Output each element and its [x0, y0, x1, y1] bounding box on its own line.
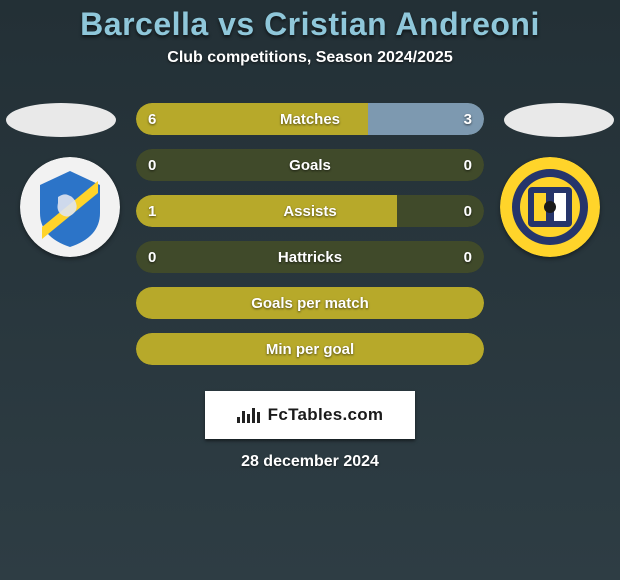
club-badge-left-icon	[20, 157, 120, 257]
bar-fill-left	[136, 103, 368, 135]
comparison-stage: Matches63 Goals00 Assists10 Hattricks00 Goal…	[0, 103, 620, 383]
stat-row: Goals00	[136, 149, 484, 181]
stat-row: Min per goal	[136, 333, 484, 365]
player-avatar-right	[504, 103, 614, 137]
date-line: 28 december 2024	[0, 453, 620, 471]
brand-text: FcTables.com	[268, 405, 384, 425]
subtitle: Club competitions, Season 2024/2025	[0, 49, 620, 67]
brand-chart-icon	[237, 408, 262, 423]
stat-row: Assists10	[136, 195, 484, 227]
bar-fill-left	[136, 287, 484, 319]
stat-row: Goals per match	[136, 287, 484, 319]
club-badge-right	[500, 157, 600, 257]
bar-fill-right	[368, 103, 484, 135]
player-avatar-left	[6, 103, 116, 137]
bars-area: Matches63 Goals00 Assists10 Hattricks00 Goal…	[136, 103, 484, 379]
page-title: Barcella vs Cristian Andreoni	[0, 6, 620, 43]
club-badge-left	[20, 157, 120, 257]
brand-tag: FcTables.com	[205, 391, 415, 439]
club-badge-right-icon	[500, 157, 600, 257]
bar-fill-left	[136, 195, 397, 227]
bar-track	[136, 241, 484, 273]
bar-track	[136, 149, 484, 181]
stat-row: Hattricks00	[136, 241, 484, 273]
bar-fill-left	[136, 333, 484, 365]
stat-row: Matches63	[136, 103, 484, 135]
infographic-container: Barcella vs Cristian Andreoni Club compe…	[0, 0, 620, 580]
